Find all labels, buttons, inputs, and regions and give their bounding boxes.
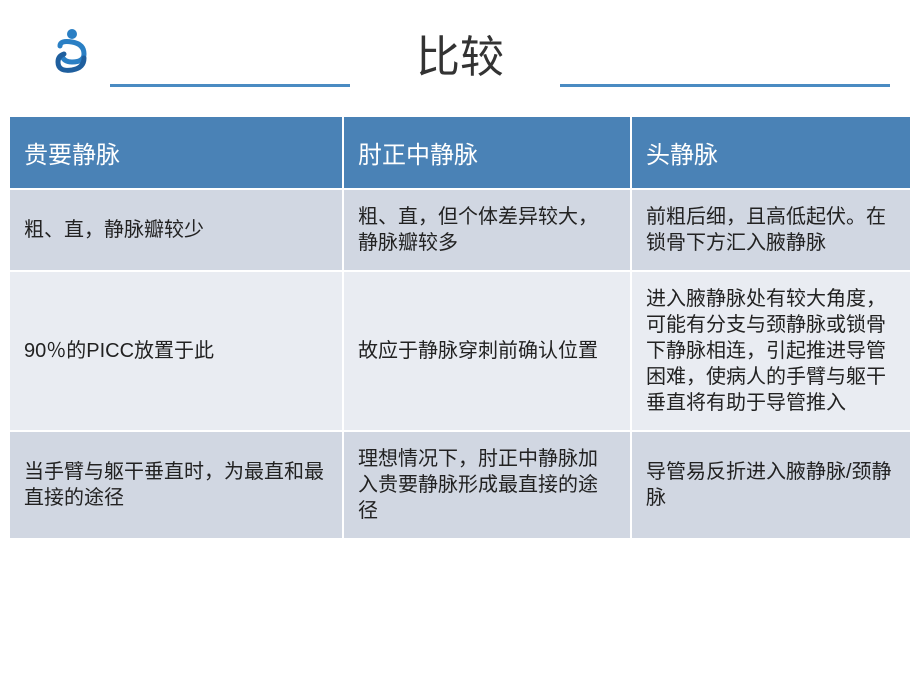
cell: 理想情况下，肘正中静脉加入贵要静脉形成最直接的途径 [343,431,631,538]
cell: 粗、直，但个体差异较大，静脉瓣较多 [343,189,631,271]
cell: 前粗后细，且高低起伏。在锁骨下方汇入腋静脉 [631,189,910,271]
table-row: 当手臂与躯干垂直时，为最直和最直接的途径 理想情况下，肘正中静脉加入贵要静脉形成… [10,431,910,538]
title-underline-left [110,84,350,87]
cell: 进入腋静脉处有较大角度，可能有分支与颈静脉或锁骨下静脉相连，引起推进导管困难，使… [631,271,910,431]
slide-title: 比较 [0,21,920,85]
table-row: 粗、直，静脉瓣较少 粗、直，但个体差异较大，静脉瓣较多 前粗后细，且高低起伏。在… [10,189,910,271]
comparison-table: 贵要静脉 肘正中静脉 头静脉 粗、直，静脉瓣较少 粗、直，但个体差异较大，静脉瓣… [10,117,910,538]
table-header-row: 贵要静脉 肘正中静脉 头静脉 [10,117,910,189]
col-header-2: 头静脉 [631,117,910,189]
cell: 粗、直，静脉瓣较少 [10,189,343,271]
cell: 导管易反折进入腋静脉/颈静脉 [631,431,910,538]
title-underline-right [560,84,890,87]
cell: 90％的PICC放置于此 [10,271,343,431]
cell: 故应于静脉穿刺前确认位置 [343,271,631,431]
slide-header: 比较 [0,0,920,97]
cell: 当手臂与躯干垂直时，为最直和最直接的途径 [10,431,343,538]
table-row: 90％的PICC放置于此 故应于静脉穿刺前确认位置 进入腋静脉处有较大角度，可能… [10,271,910,431]
col-header-1: 肘正中静脉 [343,117,631,189]
col-header-0: 贵要静脉 [10,117,343,189]
